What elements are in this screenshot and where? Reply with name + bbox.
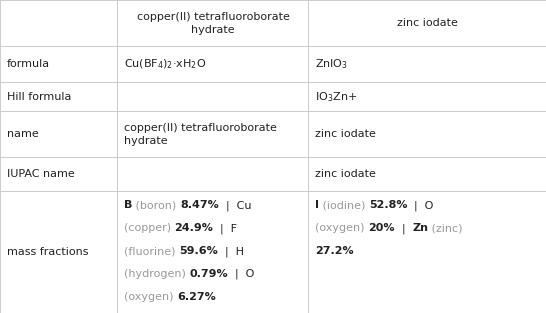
Text: name: name	[7, 129, 38, 139]
Text: (iodine): (iodine)	[319, 200, 369, 210]
Bar	[308, 0, 546, 46]
Bar	[308, 46, 546, 82]
Text: 6.27%: 6.27%	[177, 292, 216, 302]
Text: zinc iodate: zinc iodate	[315, 169, 376, 179]
Bar	[308, 157, 546, 191]
Text: copper(II) tetrafluoroborate
hydrate: copper(II) tetrafluoroborate hydrate	[124, 123, 277, 146]
Text: I: I	[315, 200, 319, 210]
Text: (hydrogen): (hydrogen)	[124, 269, 189, 279]
Bar	[117, 191, 308, 313]
Bar	[308, 82, 546, 111]
Text: (zinc): (zinc)	[428, 223, 462, 233]
Text: mass fractions: mass fractions	[7, 247, 88, 257]
Bar	[0, 46, 117, 82]
Text: IUPAC name: IUPAC name	[7, 169, 74, 179]
Bar	[0, 157, 117, 191]
Bar	[308, 191, 546, 313]
Text: zinc iodate: zinc iodate	[397, 18, 458, 28]
Text: |  O: | O	[407, 200, 434, 211]
Text: (fluorine): (fluorine)	[124, 246, 179, 256]
Text: IO$_3$Zn+: IO$_3$Zn+	[315, 90, 357, 104]
Text: Hill formula: Hill formula	[7, 92, 71, 102]
Text: formula: formula	[7, 59, 50, 69]
Text: B: B	[124, 200, 132, 210]
Text: |  H: | H	[218, 246, 244, 257]
Bar	[117, 46, 308, 82]
Text: |: |	[395, 223, 412, 234]
Text: 24.9%: 24.9%	[175, 223, 213, 233]
Text: 8.47%: 8.47%	[180, 200, 219, 210]
Text: (oxygen): (oxygen)	[315, 223, 368, 233]
Text: 59.6%: 59.6%	[179, 246, 218, 256]
Text: |  F: | F	[213, 223, 238, 234]
Bar	[117, 82, 308, 111]
Bar	[117, 111, 308, 157]
Text: copper(II) tetrafluoroborate
hydrate: copper(II) tetrafluoroborate hydrate	[136, 12, 289, 35]
Text: (boron): (boron)	[132, 200, 180, 210]
Text: 20%: 20%	[368, 223, 395, 233]
Text: 27.2%: 27.2%	[315, 246, 354, 256]
Bar	[0, 0, 117, 46]
Text: zinc iodate: zinc iodate	[315, 129, 376, 139]
Bar	[308, 111, 546, 157]
Text: (copper): (copper)	[124, 223, 175, 233]
Bar	[117, 0, 308, 46]
Text: (oxygen): (oxygen)	[124, 292, 177, 302]
Text: |  O: | O	[228, 269, 254, 280]
Bar	[0, 111, 117, 157]
Text: 0.79%: 0.79%	[189, 269, 228, 279]
Bar	[0, 82, 117, 111]
Bar	[0, 191, 117, 313]
Text: Cu(BF$_4$)$_2$·xH$_2$O: Cu(BF$_4$)$_2$·xH$_2$O	[124, 58, 206, 71]
Text: |  Cu: | Cu	[219, 200, 251, 211]
Text: 52.8%: 52.8%	[369, 200, 407, 210]
Text: ZnIO$_3$: ZnIO$_3$	[315, 57, 348, 71]
Text: Zn: Zn	[412, 223, 428, 233]
Bar	[117, 157, 308, 191]
